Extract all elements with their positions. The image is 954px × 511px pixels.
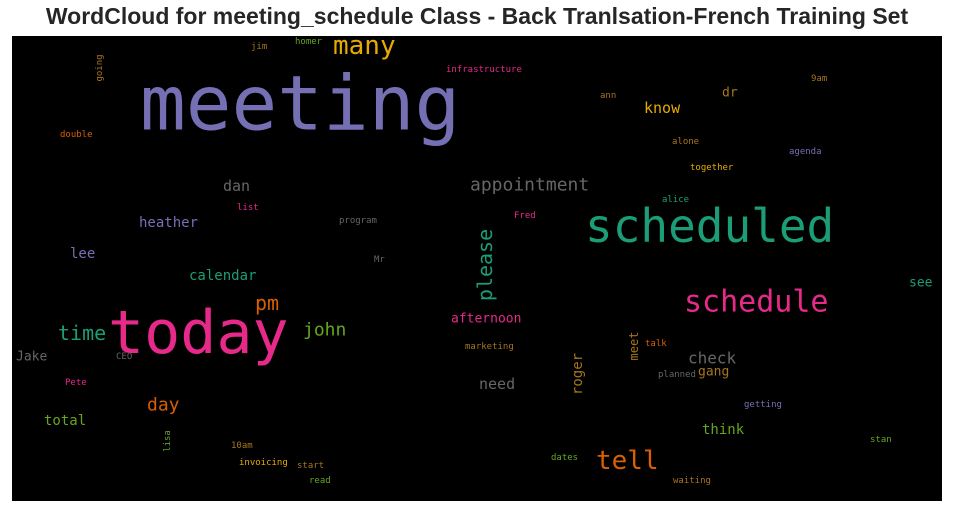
word-know: know [644,99,681,117]
chart-title: WordCloud for meeting_schedule Class - B… [45,3,909,29]
word-lisa: lisa [163,430,173,452]
word-dan: dan [223,177,250,195]
word-mr: Mr [374,255,385,265]
word-ceo: CEO [116,352,132,362]
wordcloud-svg: meeting today scheduled schedule many tell app… [16,36,933,486]
word-marketing: marketing [465,342,514,352]
word-roger: roger [570,353,586,395]
word-need: need [479,375,515,393]
word-together: together [690,163,734,173]
word-jim: jim [251,42,267,52]
word-see: see [909,276,933,291]
word-fred: Fred [514,211,536,221]
word-alice: alice [662,195,689,205]
word-meeting: meeting [140,59,460,148]
word-stan: stan [870,435,892,445]
word-talk: talk [645,339,667,349]
word-tell: tell [596,446,659,476]
word-pm: pm [255,291,279,315]
word-program: program [339,216,377,226]
word-think: think [702,422,745,438]
word-today: today [108,298,289,368]
word-ann: ann [600,91,616,101]
word-list: list [237,203,259,213]
word-dates: dates [551,453,578,463]
word-many: many [333,36,396,61]
word-scheduled: scheduled [585,199,834,253]
word-calendar: calendar [189,268,256,284]
word-heather: heather [139,215,198,231]
word-jake: Jake [16,350,47,365]
word-gang: gang [698,365,729,380]
word-meet: meet [627,332,641,361]
word-invoicing: invoicing [239,458,288,468]
word-waiting: waiting [673,476,711,486]
word-read: read [309,476,331,486]
word-start: start [297,461,324,471]
word-check: check [688,349,737,368]
word-alone: alone [672,137,699,147]
word-infrastructure: infrastructure [446,65,522,75]
word-day: day [147,395,180,416]
word-schedule: schedule [684,285,829,320]
word-lee: lee [70,246,95,262]
word-pete: Pete [65,378,87,388]
word-agenda: agenda [789,147,822,157]
word-planned: planned [658,370,696,380]
word-please: please [473,229,497,301]
word-dr: dr [722,86,738,101]
word-10am: 10am [231,441,253,451]
wordcloud-canvas: meeting today scheduled schedule many tell app… [12,36,942,501]
word-going: going [95,54,105,81]
word-homer: homer [295,37,323,47]
word-double: double [60,130,93,140]
word-9am: 9am [811,74,827,84]
word-total: total [44,413,86,429]
word-john: john [303,320,346,341]
word-appointment: appointment [470,175,589,196]
word-getting: getting [744,400,782,410]
word-afternoon: afternoon [451,312,521,327]
word-time: time [58,321,106,345]
